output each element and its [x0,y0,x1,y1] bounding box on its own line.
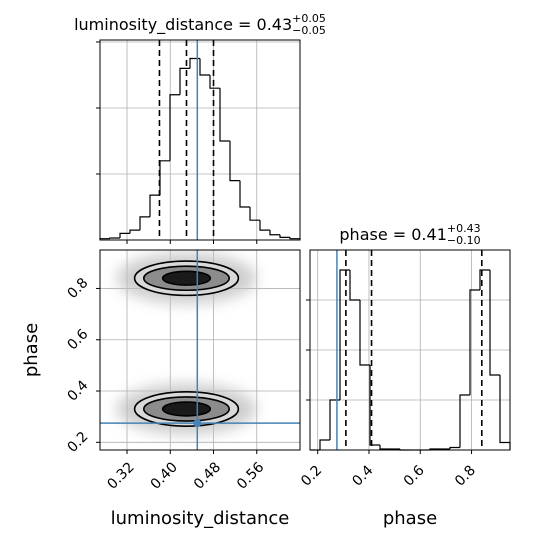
hist-step [379,445,390,450]
hist-step [249,206,260,221]
title-text: phase = 0.41 [339,225,446,244]
contour [161,401,212,417]
truth-point [193,419,202,428]
hist-step [139,216,150,231]
hist-step [109,237,120,239]
hist-step [129,229,140,234]
hist-step [449,446,460,449]
x-axis-label: phase [383,508,437,529]
hist-step [269,230,280,236]
title-sub: −0.10 [447,234,481,247]
x-axis-label: luminosity_distance [111,508,290,529]
title-sup: +0.05 [292,12,326,25]
hist-step [469,289,480,395]
hist-step [149,194,160,217]
y-tick-label: 0.2 [64,429,91,456]
x-tick-label: 0.4 [349,462,376,489]
hist-step [239,180,250,208]
hist-step [329,399,340,440]
contour [161,270,212,286]
title-text: luminosity_distance = 0.43 [74,15,292,35]
y-tick-label: 0.6 [64,326,91,353]
hist-step [459,394,470,448]
hist-step [259,220,270,231]
frame [99,249,301,451]
x-tick-label: 0.2 [298,462,325,489]
hist-step [229,140,240,182]
title-sub: −0.05 [292,24,326,37]
x-tick-label: 0.56 [234,459,267,492]
frame [99,39,301,241]
y-tick-label: 0.8 [64,275,91,302]
panel-title: phase = 0.41+0.43 −0.10 [339,222,480,247]
hist-step [219,88,230,142]
hist-step [319,439,330,450]
density [100,250,300,450]
y-axis-label: phase [21,323,42,377]
x-tick-label: 0.48 [191,459,224,492]
hist-step [159,160,170,196]
hist-step [199,58,210,76]
x-tick-label: 0.6 [401,462,428,489]
hist-step [489,270,500,376]
y-tick-label: 0.4 [64,377,91,404]
panel-title: luminosity_distance = 0.43+0.05 −0.05 [74,12,326,37]
x-tick-label: 0.32 [104,459,137,492]
hist-step [479,269,490,290]
hist-step [369,365,380,446]
title-sup: +0.43 [447,222,481,235]
hist-step [359,300,370,366]
hist-step [209,74,220,89]
hist-step [289,237,300,240]
hist-step [189,57,200,69]
frame [309,249,511,451]
hist-step [499,375,510,444]
hist-step [179,67,190,95]
hist-step [339,269,350,400]
x-tick-label: 0.8 [452,462,479,489]
hist-step [279,234,290,238]
hist-step [349,270,360,301]
hist-step [119,232,130,239]
x-tick-label: 0.40 [148,459,181,492]
hist-step [169,94,180,161]
